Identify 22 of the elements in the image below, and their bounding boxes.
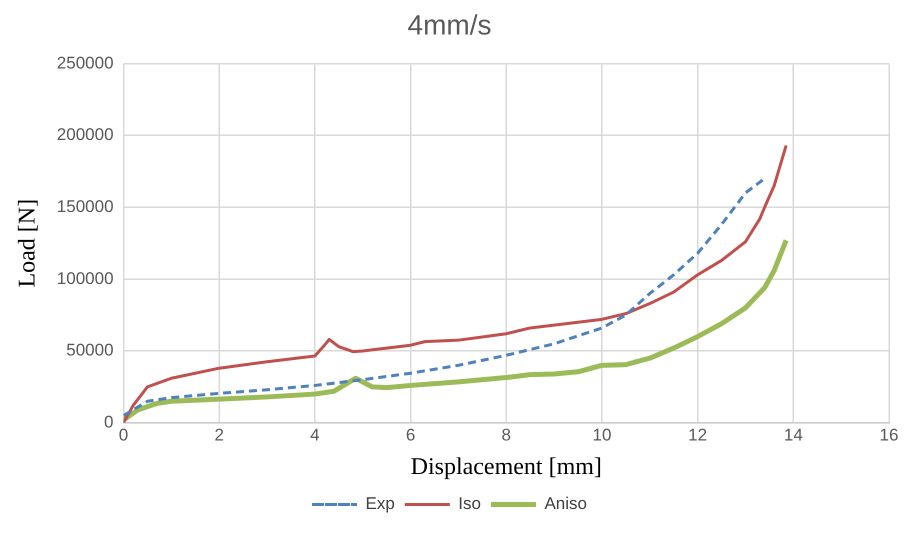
line-series bbox=[124, 177, 766, 418]
y-tick-label: 0 bbox=[104, 412, 114, 432]
x-tick-label: 8 bbox=[502, 426, 511, 445]
legend-label: Iso bbox=[458, 494, 481, 514]
x-tick-label: 10 bbox=[592, 426, 612, 445]
y-tick-label: 150000 bbox=[56, 196, 114, 216]
x-tick-label: 12 bbox=[688, 426, 708, 445]
y-tick-label: 200000 bbox=[56, 125, 114, 144]
x-tick-label: 16 bbox=[880, 426, 898, 445]
x-axis-title: Displacement [mm] bbox=[410, 454, 602, 480]
x-tick-label: 0 bbox=[118, 426, 128, 445]
x-tick-label: 14 bbox=[784, 426, 803, 445]
x-tick-label: 2 bbox=[214, 426, 224, 445]
x-tick-label: 4 bbox=[310, 426, 320, 445]
y-axis-title: Load [N] bbox=[14, 198, 41, 288]
y-tick-label: 250000 bbox=[56, 53, 114, 72]
y-tick-label: 50000 bbox=[66, 340, 114, 360]
chart-title: 4mm/s bbox=[408, 10, 492, 41]
legend-label: Aniso bbox=[544, 494, 588, 514]
y-tick-label: 100000 bbox=[56, 268, 114, 288]
legend-label: Exp bbox=[366, 494, 395, 514]
x-tick-label: 6 bbox=[406, 426, 416, 445]
